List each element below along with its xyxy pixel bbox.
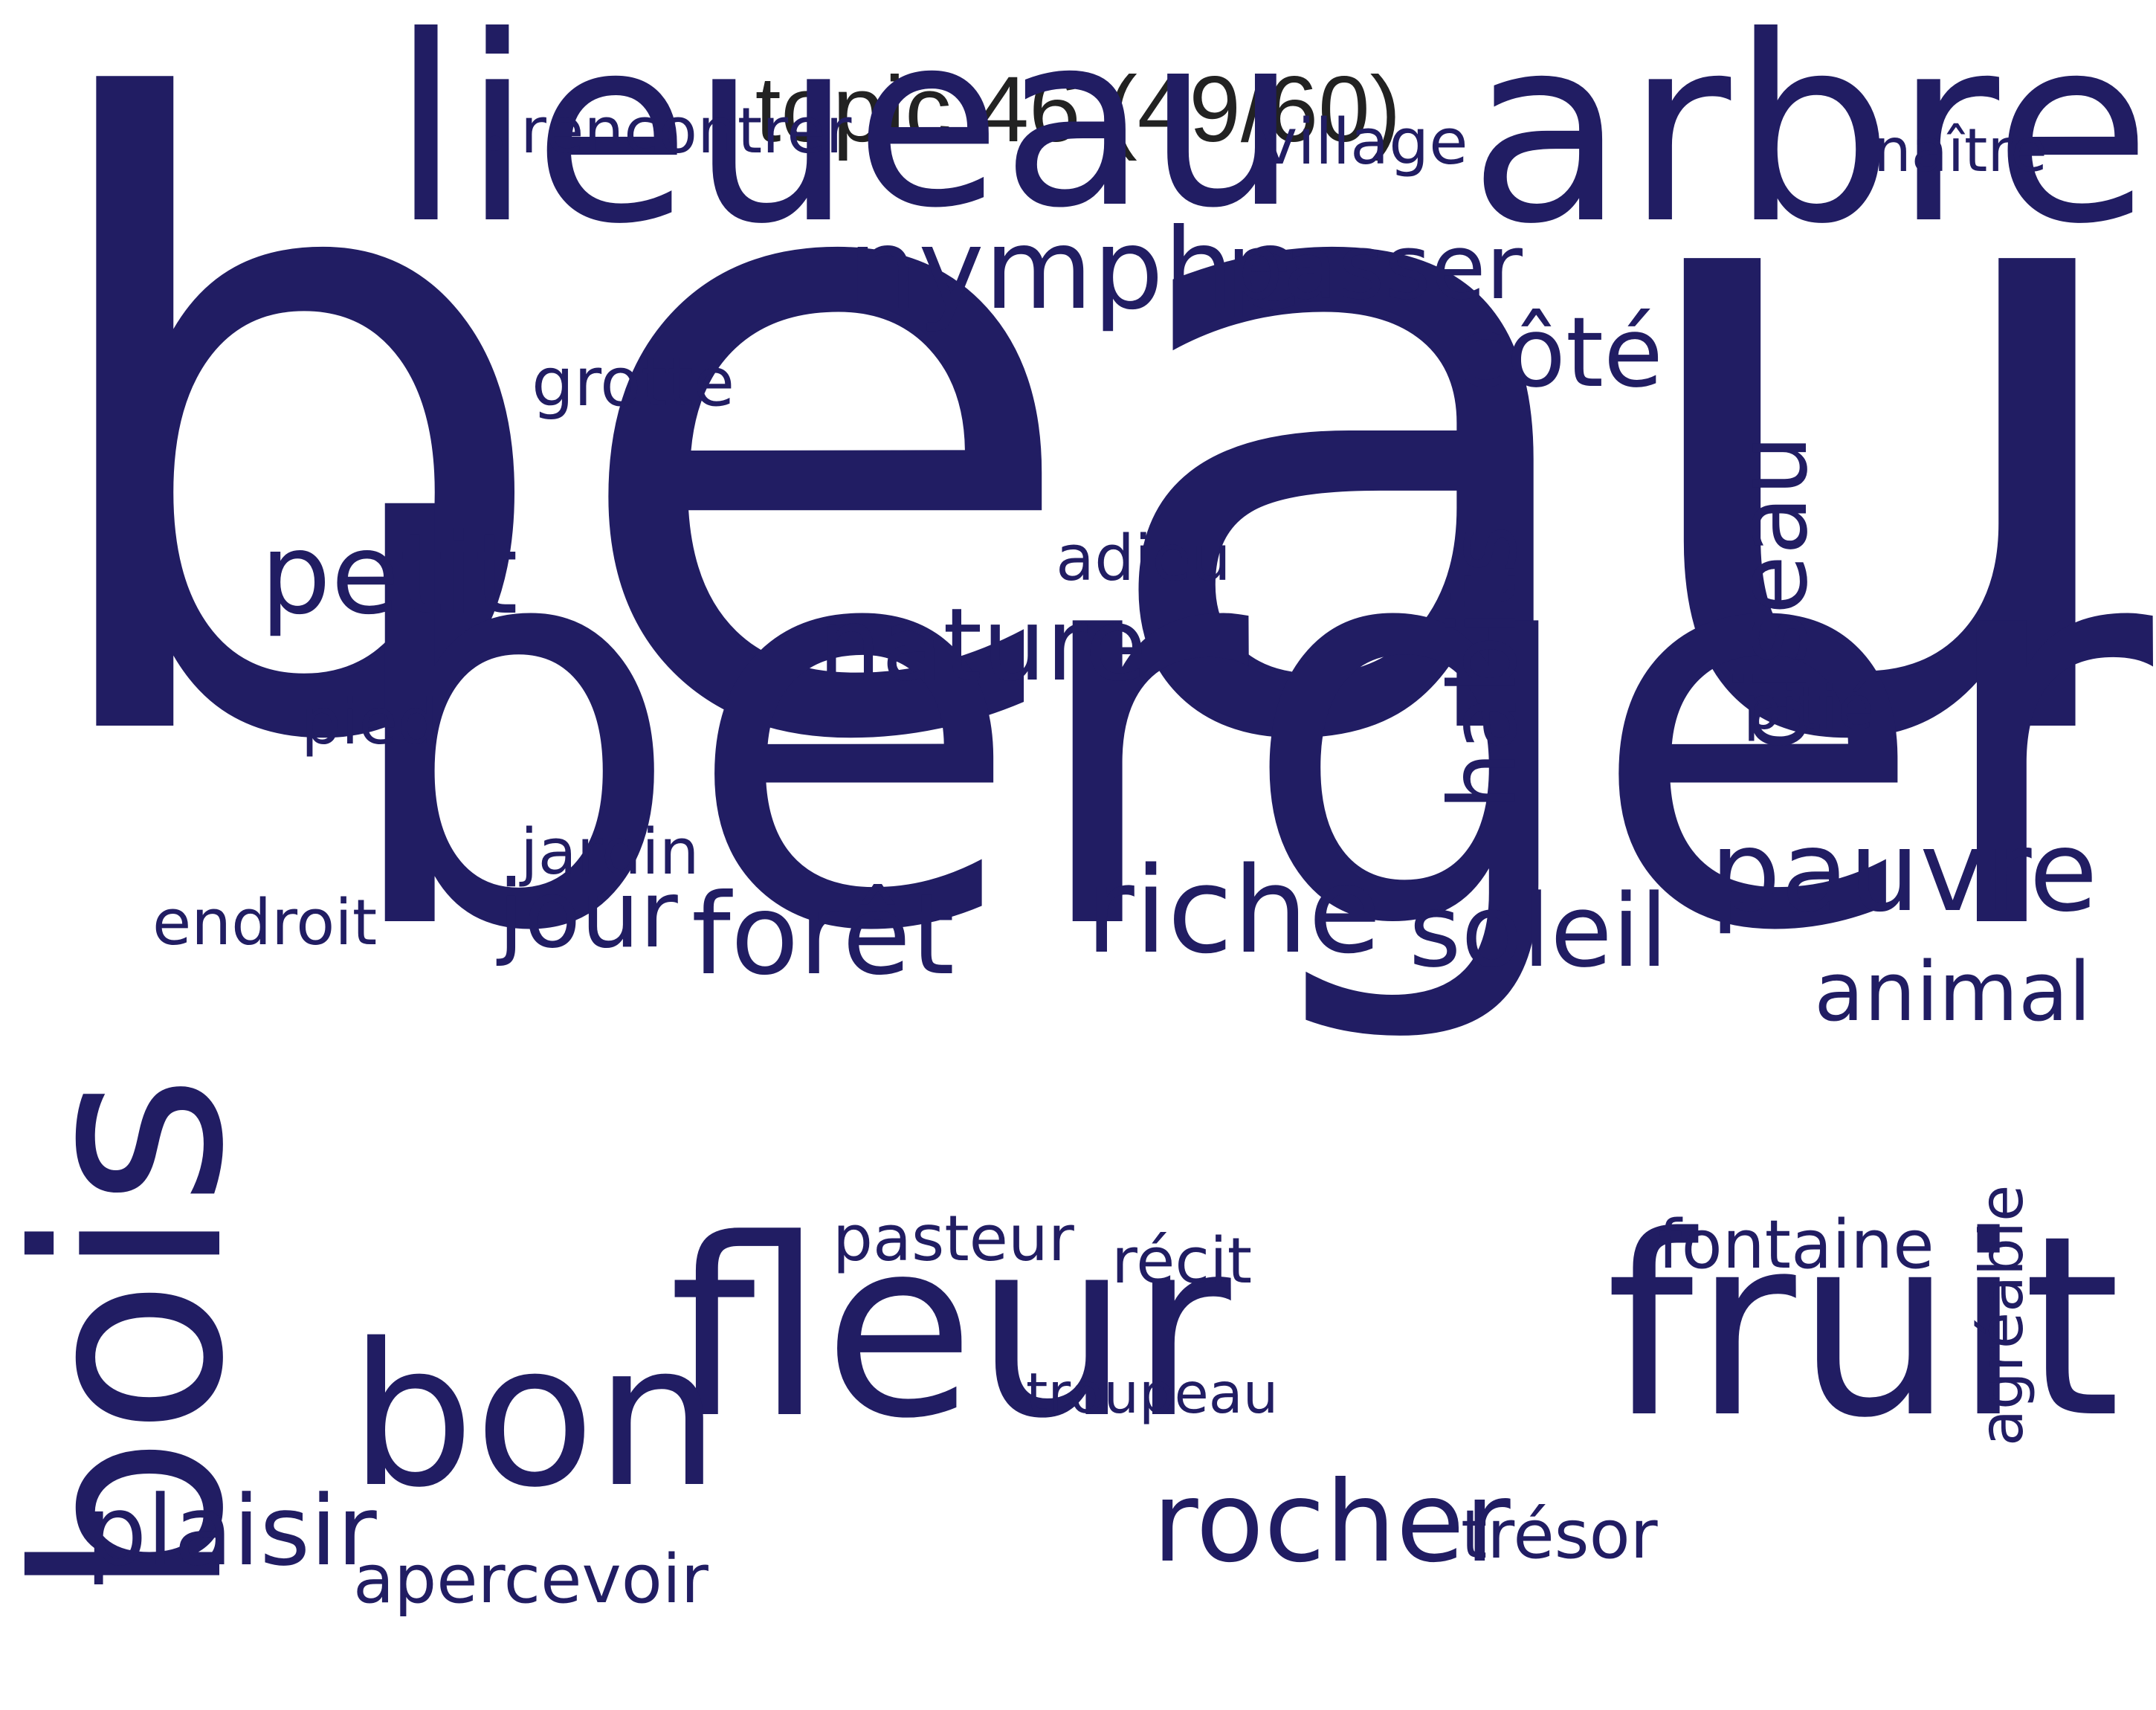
cloud-word: habits [1429,524,1537,810]
cloud-word: arbre [1468,0,2152,280]
cloud-word: rencontrer [520,94,852,168]
cloud-word: fruit [1606,1182,2121,1473]
cloud-word: trésor [1461,1495,1658,1574]
cloud-word: riche [1085,841,1382,981]
cloud-word: côté [1453,295,1663,409]
cloud-word: agréable [1966,1184,2036,1446]
cloud-word: village [1260,105,1468,179]
cloud-word: bon [349,1302,720,1532]
cloud-word: soleil [1409,872,1668,990]
cloud-word: berger [335,410,2153,1051]
cloud-word: passer [1227,216,1523,320]
cloud-word: plaisir [85,1474,377,1587]
cloud-word: grotte [532,343,735,422]
chart-title: topic 46 (49/60) [755,58,1401,161]
cloud-word: eau [855,0,1298,260]
cloud-word: petit [260,510,518,639]
cloud-word: beau [18,0,2153,928]
cloud-word: pasteur [833,1201,1074,1276]
cloud-word: récit [1111,1224,1253,1298]
cloud-word: apercevoir [353,1540,709,1619]
cloud-word: nymphe [848,205,1303,335]
cloud-word: pied [301,685,438,759]
cloud-word: nature [818,586,1147,703]
cloud-word: naître [1873,115,2047,185]
cloud-word: troupeau [1026,1360,1279,1426]
cloud-word: rocher [1152,1458,1511,1587]
cloud-word: forêt [691,871,955,1000]
cloud-word: pauvre [1710,807,2098,937]
cloud-word: adieu [1056,521,1231,596]
cloud-word: fontaine [1658,1205,1934,1284]
cloud-word: jardin [520,815,700,889]
cloud-word: jour [498,860,678,969]
cloud-word: animal [1814,944,2091,1040]
cloud-word: endroit [152,885,378,960]
cloud-word: fleur [669,1186,1231,1472]
cloud-word: • [480,114,511,176]
cloud-word: lieu [390,0,853,280]
cloud-word: pitié [1743,673,1874,743]
